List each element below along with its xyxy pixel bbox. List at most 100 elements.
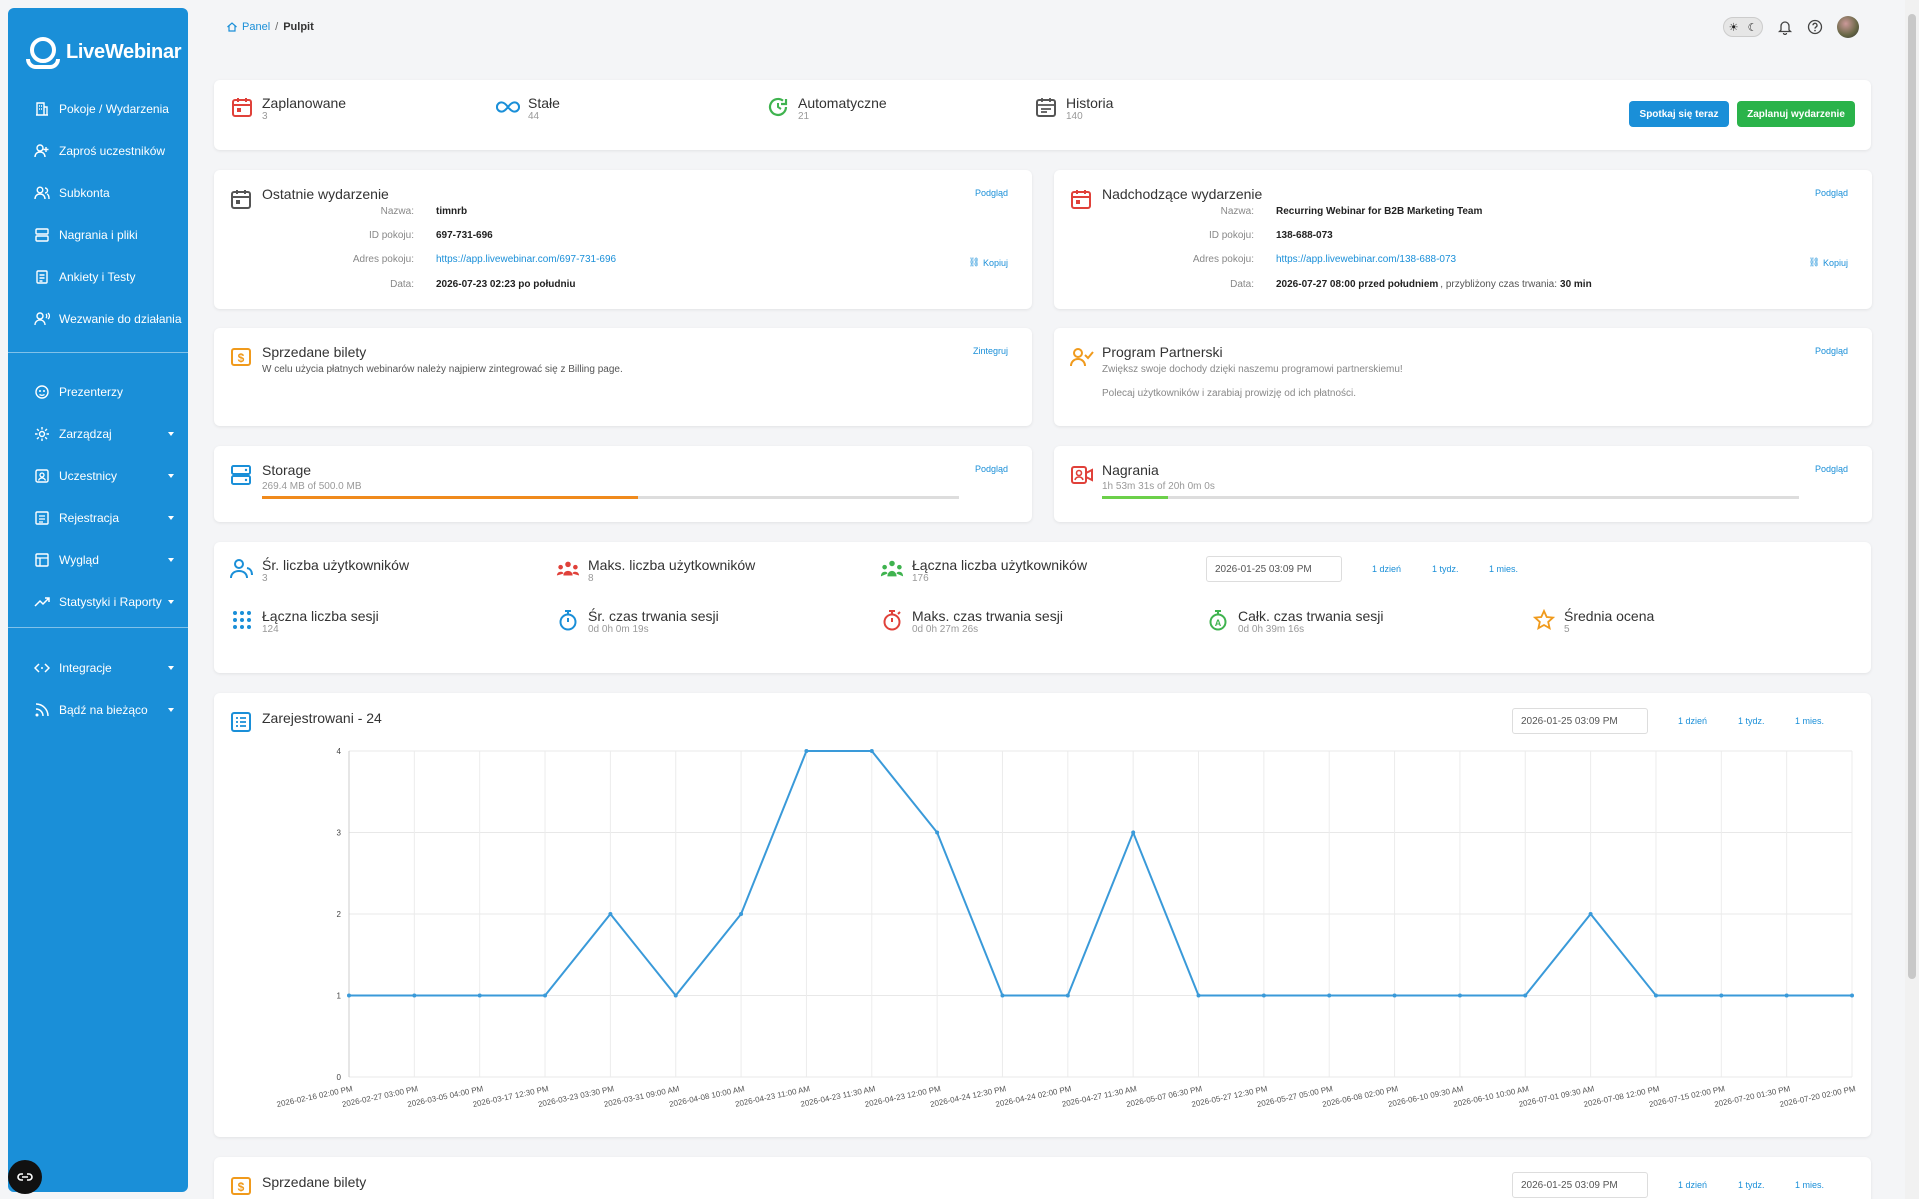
card-title: Storage xyxy=(262,462,312,478)
preview-link[interactable]: Podgląd xyxy=(974,188,1008,198)
stat-label: Maks. liczba użytkowników xyxy=(588,557,756,573)
preview-link[interactable]: Podgląd xyxy=(974,464,1008,474)
sidebar-item-news[interactable]: Bądź na bieżąco xyxy=(8,689,188,731)
range-1-day[interactable]: 1 dzień xyxy=(1678,1180,1708,1190)
range-1-month[interactable]: 1 mies. xyxy=(1489,564,1519,574)
scrollbar-thumb[interactable] xyxy=(1908,14,1916,979)
data-point xyxy=(477,993,482,998)
range-1-day[interactable]: 1 dzień xyxy=(1678,716,1708,726)
sidebar-item-label: Statystyki i Raporty xyxy=(59,595,162,609)
stat-avg-rating: Średnia ocena 5 xyxy=(1532,608,1654,636)
summary-automatic[interactable]: Automatyczne 21 xyxy=(766,95,887,123)
svg-text:$: $ xyxy=(238,1180,245,1194)
sidebar-item-label: Uczestnicy xyxy=(59,469,118,483)
room-url-link[interactable]: https://app.livewebinar.com/138-688-073 xyxy=(1276,254,1457,265)
chart-date-input[interactable]: 2026-01-25 03:09 PM xyxy=(1512,708,1648,734)
divider xyxy=(8,352,188,353)
event-value: 2026-07-23 02:23 po południu xyxy=(436,279,576,290)
stats-date-input[interactable]: 2026-01-25 03:09 PM xyxy=(1206,556,1342,582)
range-1-month[interactable]: 1 mies. xyxy=(1795,716,1825,726)
stopwatch-icon xyxy=(556,608,580,632)
summary-scheduled[interactable]: Zaplanowane 3 xyxy=(230,95,346,123)
stat-total-duration: A Całk. czas trwania sesji 0d 0h 39m 16s xyxy=(1206,608,1384,636)
summary-card: Zaplanowane 3 Stałe 44 Automatyczne 21 Hist… xyxy=(214,80,1871,150)
stat-label: Stałe xyxy=(528,95,560,111)
sidebar-item-appearance[interactable]: Wygląd xyxy=(8,539,188,581)
integrate-link[interactable]: Zintegruj xyxy=(972,346,1008,356)
sidebar-item-registration[interactable]: Rejestracja xyxy=(8,497,188,539)
event-row-name: Nazwa: timnrb xyxy=(214,206,467,217)
stat-value: 140 xyxy=(1066,111,1083,122)
help-icon[interactable] xyxy=(1807,19,1823,35)
room-url-link[interactable]: https://app.livewebinar.com/697-731-696 xyxy=(436,254,617,265)
sidebar-item-label: Bądź na bieżąco xyxy=(59,703,148,717)
event-key: Adres pokoju: xyxy=(352,254,414,265)
logo[interactable]: LiveWebinar xyxy=(26,30,182,74)
data-point xyxy=(1457,993,1462,998)
event-key: Adres pokoju: xyxy=(1192,254,1254,265)
recordings-progress-fill xyxy=(1102,496,1169,499)
moon-icon: ☾ xyxy=(1747,21,1758,34)
bell-icon[interactable] xyxy=(1777,19,1793,35)
avatar[interactable] xyxy=(1837,16,1859,38)
sidebar-item-cta[interactable]: Wezwanie do działania xyxy=(8,298,188,340)
card-description: Zwiększ swoje dochody dzięki naszemu pro… xyxy=(1102,364,1403,375)
range-1-month[interactable]: 1 mies. xyxy=(1795,1180,1825,1190)
breadcrumb: Panel / Pulpit xyxy=(226,21,314,33)
summary-history[interactable]: Historia 140 xyxy=(1034,95,1113,123)
copy-button[interactable]: ⛓ Kopiuj xyxy=(1809,257,1848,268)
sidebar-item-label: Zaproś uczestników xyxy=(59,144,166,158)
summary-permanent[interactable]: Stałe 44 xyxy=(496,95,560,123)
sidebar-item-integrations[interactable]: Integracje xyxy=(8,647,188,689)
schedule-event-button[interactable]: Zaplanuj wydarzenie xyxy=(1737,101,1855,127)
sidebar-item-participants[interactable]: Uczestnicy xyxy=(8,455,188,497)
link-icon xyxy=(17,1173,33,1181)
sidebar-item-label: Pokoje / Wydarzenia xyxy=(59,102,169,116)
range-1-week[interactable]: 1 tydz. xyxy=(1738,716,1765,726)
preview-link[interactable]: Podgląd xyxy=(1814,188,1848,198)
cookie-consent-button[interactable] xyxy=(8,1160,42,1194)
storage-icon xyxy=(230,464,252,491)
sidebar-item-rooms[interactable]: Pokoje / Wydarzenia xyxy=(8,88,188,130)
bottom-date-input[interactable]: 2026-01-25 03:09 PM xyxy=(1512,1172,1648,1198)
sidebar-item-invite[interactable]: Zaproś uczestników xyxy=(8,130,188,172)
data-point xyxy=(804,749,809,753)
event-key: Data: xyxy=(390,279,414,290)
calendar-history-icon xyxy=(1034,95,1058,119)
gear-icon xyxy=(34,426,50,442)
user-plus-icon xyxy=(34,143,50,159)
logo-icon xyxy=(26,35,60,69)
layout-icon xyxy=(34,552,50,568)
breadcrumb-separator: / xyxy=(275,21,279,33)
stat-value: 8 xyxy=(588,573,594,584)
dollar-icon: $ xyxy=(230,346,252,373)
stat-label: Śr. czas trwania sesji xyxy=(588,608,719,624)
sidebar-item-recordings[interactable]: Nagrania i pliki xyxy=(8,214,188,256)
range-1-week[interactable]: 1 tydz. xyxy=(1432,564,1459,574)
sidebar-item-label: Prezenterzy xyxy=(59,385,124,399)
stopwatch-icon: A xyxy=(1206,608,1230,632)
recordings-progress xyxy=(1102,496,1799,499)
registered-chart-card: Zarejestrowani - 24 2026-01-25 03:09 PM … xyxy=(214,693,1871,1137)
meet-now-button[interactable]: Spotkaj się teraz xyxy=(1629,101,1729,127)
sidebar-item-presenters[interactable]: Prezenterzy xyxy=(8,371,188,413)
theme-toggle[interactable]: ☀ ☾ xyxy=(1723,17,1763,37)
sidebar-item-stats[interactable]: Statystyki i Raporty xyxy=(8,581,188,623)
sidebar-item-subaccounts[interactable]: Subkonta xyxy=(8,172,188,214)
copy-button[interactable]: ⛓ Kopiuj xyxy=(969,257,1008,268)
scrollbar[interactable] xyxy=(1905,0,1919,1199)
preview-link[interactable]: Podgląd xyxy=(1814,346,1848,356)
range-1-week[interactable]: 1 tydz. xyxy=(1738,1180,1765,1190)
stat-label: Historia xyxy=(1066,95,1114,111)
x-tick-label: 2026-04-23 11:00 AM xyxy=(734,1084,811,1109)
recordings-card: Nagrania Podgląd 1h 53m 31s of 20h 0m 0s xyxy=(1054,446,1872,522)
range-1-day[interactable]: 1 dzień xyxy=(1372,564,1402,574)
sidebar-item-polls[interactable]: Ankiety i Testy xyxy=(8,256,188,298)
preview-link[interactable]: Podgląd xyxy=(1814,464,1848,474)
stats-card: Śr. liczba użytkowników 3 Maks. liczba uż… xyxy=(214,542,1871,673)
copy-label: Kopiuj xyxy=(1822,257,1848,268)
id-card-icon xyxy=(34,468,50,484)
sidebar-item-manage[interactable]: Zarządzaj xyxy=(8,413,188,455)
data-point xyxy=(1784,993,1789,998)
breadcrumb-home[interactable]: Panel xyxy=(226,21,270,33)
